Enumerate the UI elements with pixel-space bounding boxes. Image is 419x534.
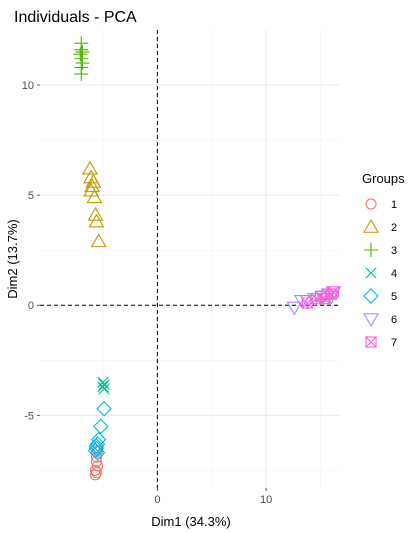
data-point [74, 67, 89, 82]
legend-key-7 [365, 336, 377, 348]
legend-label-4: 4 [391, 268, 397, 280]
data-point [88, 438, 105, 454]
series-group-7 [301, 286, 340, 309]
data-point [89, 469, 102, 481]
series-group-4 [97, 376, 110, 395]
legend-title: Groups [362, 171, 405, 186]
data-point [87, 206, 104, 221]
x-tick-label: 0 [154, 494, 160, 506]
legend-key-6 [363, 313, 379, 328]
legend-label-3: 3 [391, 245, 397, 257]
data-point [92, 460, 104, 472]
y-tick-label: 0 [28, 300, 34, 312]
legend-key-4 [365, 267, 377, 279]
data-point [98, 378, 110, 391]
x-axis-title: Dim1 (34.3%) [151, 514, 230, 529]
series-group-5 [87, 400, 112, 461]
data-point [96, 400, 112, 417]
legend-label-5: 5 [391, 291, 397, 303]
legend: Groups 1 2 3 4 5 6 7 [362, 171, 405, 349]
legend-label-6: 6 [391, 314, 397, 326]
data-point [98, 383, 110, 395]
data-point [90, 451, 103, 463]
data-point [89, 436, 106, 452]
data-point [325, 288, 337, 300]
legend-key-2 [363, 218, 379, 233]
data-point [84, 178, 101, 193]
data-point [93, 418, 109, 435]
legend-key-1 [365, 198, 377, 210]
legend-label-7: 7 [391, 337, 397, 349]
chart-title: Individuals - PCA [14, 9, 137, 26]
y-tick-label: -5 [24, 410, 34, 422]
legend-label-1: 1 [391, 199, 397, 211]
legend-label-2: 2 [391, 222, 397, 234]
data-point [286, 301, 303, 316]
y-tick-label: 5 [28, 190, 34, 202]
y-axis-title: Dim2 (13.7%) [5, 219, 20, 298]
x-tick-label: 10 [260, 494, 272, 506]
legend-key-3 [364, 243, 378, 257]
series-group-2 [82, 160, 107, 248]
data-point [86, 189, 103, 204]
data-point [88, 213, 105, 228]
series-group-3 [73, 36, 90, 82]
data-point [90, 233, 107, 248]
data-point [82, 160, 98, 175]
tick-labels: 0 10 -5 0 5 10 [22, 80, 272, 506]
data-point [88, 440, 105, 457]
data-points [73, 36, 342, 481]
data-point [97, 381, 109, 393]
data-point [89, 444, 106, 461]
plot-panel [40, 30, 340, 488]
legend-key-5 [363, 288, 379, 304]
y-tick-label: 10 [22, 80, 34, 92]
